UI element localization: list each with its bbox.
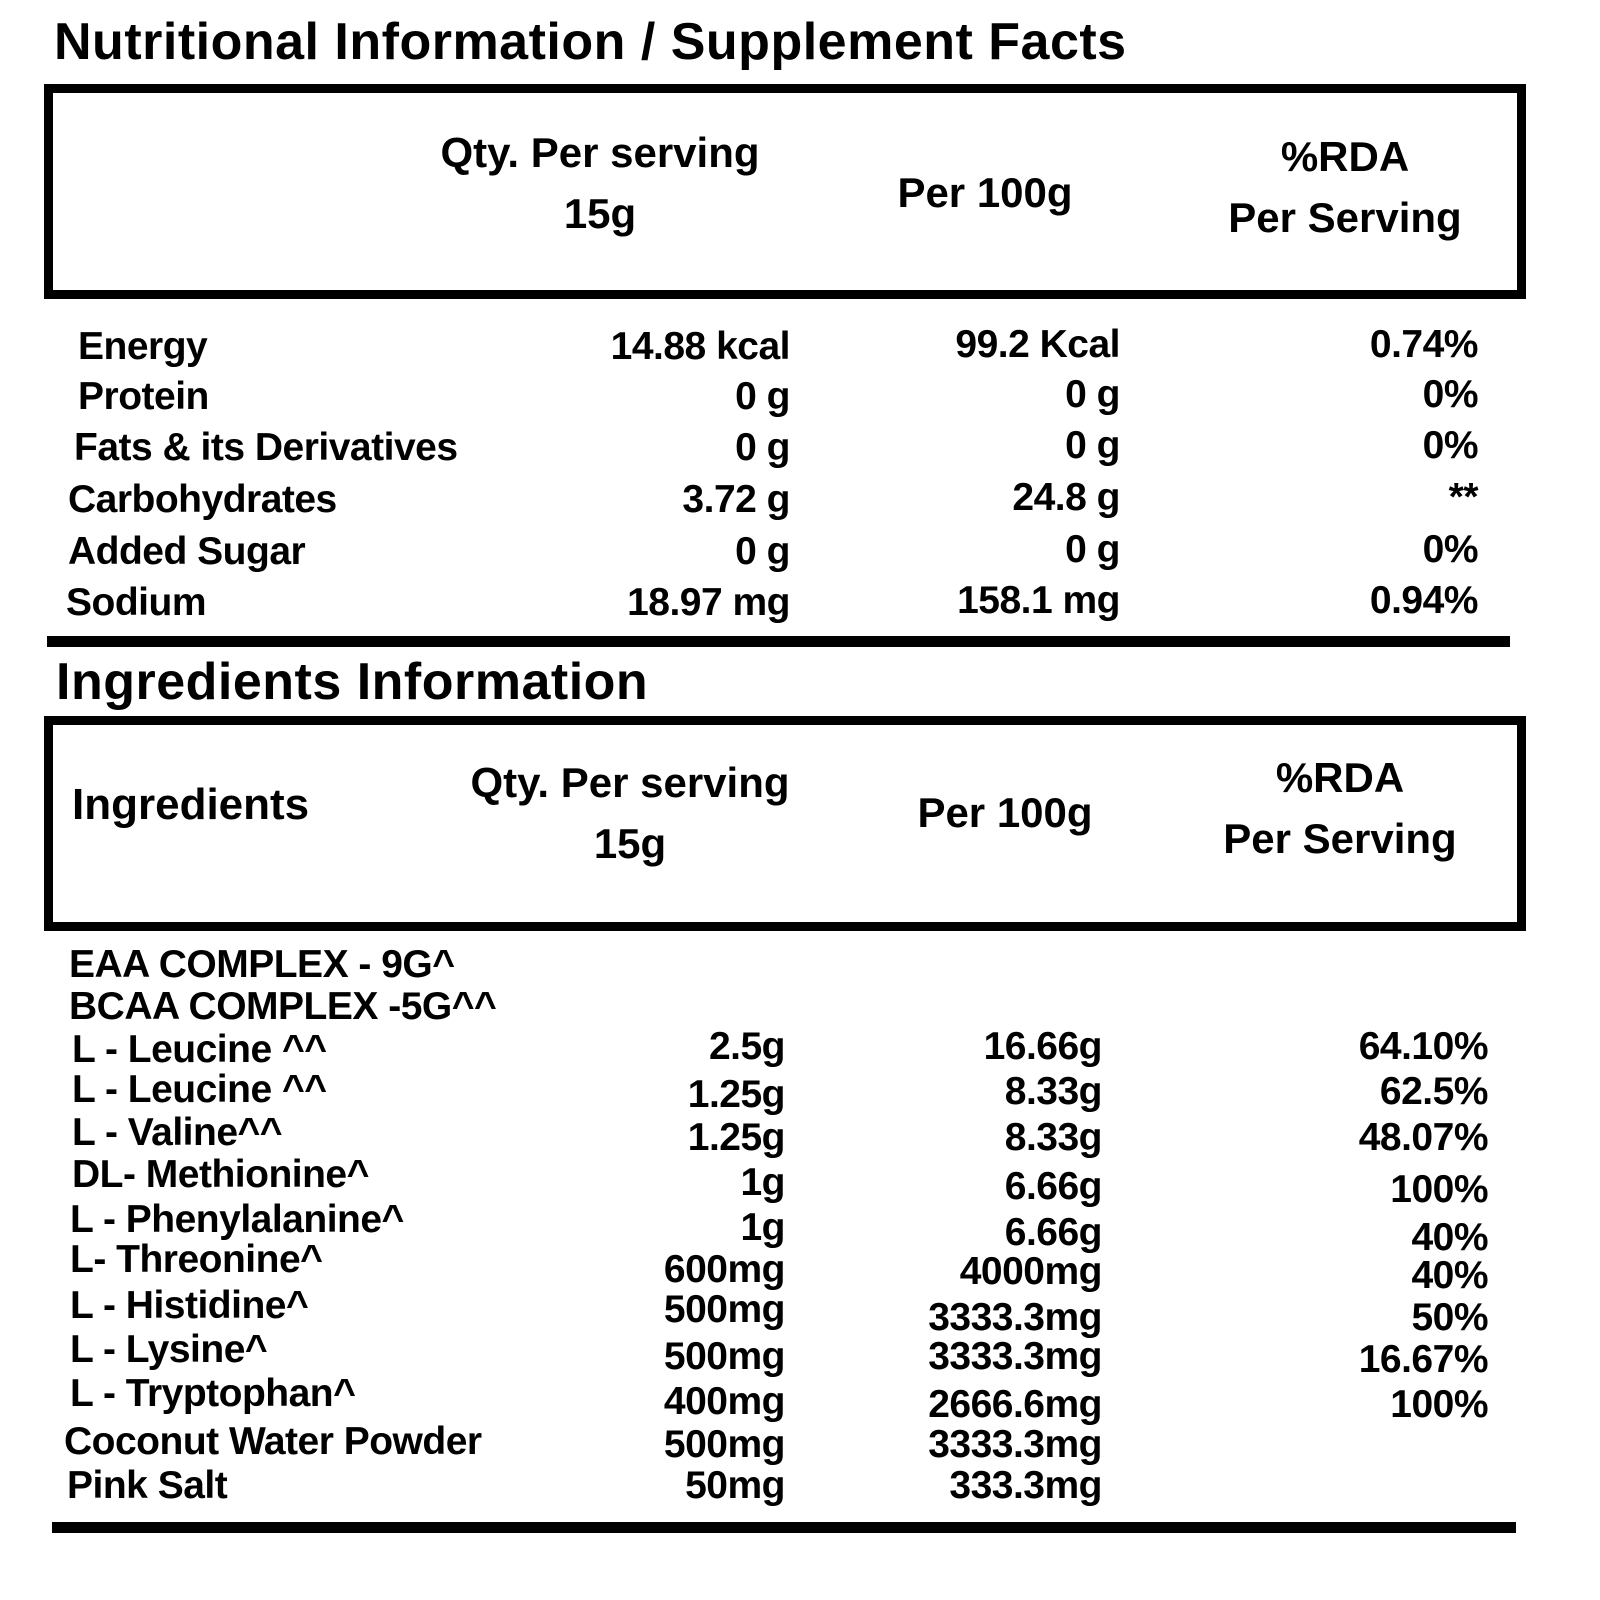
ingredients-header-box	[44, 716, 1526, 931]
ingredient-per-100g: 3333.3mg	[928, 1335, 1102, 1378]
ingredient-name: Coconut Water Powder	[64, 1420, 482, 1463]
nutrition-header-qty-label: Qty. Per serving	[440, 129, 760, 176]
ingredient-rda: 40%	[1411, 1254, 1488, 1297]
ingredient-rda: 16.67%	[1358, 1338, 1489, 1381]
ingredient-name: L - Phenylalanine^	[70, 1198, 404, 1241]
ingredient-group-heading: BCAA COMPLEX -5G^^	[69, 985, 497, 1028]
ingredient-name: L - Tryptophan^	[70, 1372, 356, 1415]
ingredients-header-rda-label: %RDA	[1275, 754, 1405, 801]
ingredient-per-100g: 8.33g	[1004, 1116, 1103, 1159]
ingredient-name: L - Histidine^	[70, 1284, 309, 1327]
nutrition-bottom-rule	[47, 636, 1510, 647]
nutrition-header-per100: Per 100g	[897, 169, 1073, 216]
ingredient-per-100g: 6.66g	[1004, 1211, 1103, 1254]
nutrition-title: Nutritional Information / Supplement Fac…	[54, 13, 1127, 71]
ingredient-rda: 48.07%	[1358, 1116, 1489, 1159]
nutrition-header-qty: Qty. Per serving 15g	[400, 123, 800, 245]
ingredient-per-serving: 2.5g	[708, 1025, 786, 1068]
ingredient-rda: 40%	[1411, 1216, 1488, 1259]
nutrition-header-qty-amount: 15g	[563, 189, 637, 237]
ingredient-per-serving: 50mg	[685, 1464, 785, 1507]
nutrition-header-rda-label: %RDA	[1280, 133, 1410, 180]
ingredient-per-serving: 1g	[740, 1161, 785, 1204]
ingredient-rda: 50%	[1411, 1296, 1488, 1339]
ingredient-group-heading: EAA COMPLEX - 9G^	[69, 943, 455, 986]
ingredients-bottom-rule	[52, 1522, 1516, 1533]
ingredient-per-serving: 400mg	[663, 1380, 786, 1423]
nutrient-name: Energy	[78, 325, 208, 368]
ingredient-per-100g: 8.33g	[1004, 1070, 1103, 1113]
ingredient-rda: 100%	[1390, 1383, 1488, 1426]
nutrient-name: Protein	[78, 375, 209, 418]
ingredient-per-100g: 3333.3mg	[928, 1296, 1102, 1339]
ingredient-name: DL- Methionine^	[72, 1153, 369, 1196]
nutrient-per-serving: 18.97 mg	[627, 581, 790, 624]
ingredient-rda: 100%	[1390, 1168, 1488, 1211]
nutrition-header-rda: %RDA Per Serving	[1190, 127, 1500, 249]
nutrient-per-serving: 0 g	[735, 426, 790, 469]
nutrient-per-100g: 0 g	[1065, 528, 1120, 571]
nutrient-per-100g: 0 g	[1065, 424, 1120, 467]
nutrient-rda: 0%	[1422, 373, 1479, 416]
nutrient-name: Sodium	[66, 581, 207, 624]
ingredient-per-serving: 600mg	[663, 1248, 786, 1291]
nutrient-rda: 0.94%	[1369, 579, 1479, 622]
nutrient-rda: 0%	[1422, 528, 1479, 571]
ingredient-per-serving: 1g	[740, 1206, 785, 1249]
nutrient-per-100g: 158.1 mg	[957, 579, 1120, 622]
nutrient-name: Added Sugar	[68, 530, 306, 573]
nutrient-per-serving: 0 g	[735, 375, 790, 418]
ingredient-per-100g: 3333.3mg	[928, 1423, 1102, 1466]
ingredient-name: Pink Salt	[67, 1464, 228, 1507]
ingredients-header-qty-label: Qty. Per serving	[470, 759, 790, 806]
ingredient-name: L - Leucine ^^	[72, 1068, 327, 1111]
ingredients-header-qty: Qty. Per serving 15g	[430, 753, 830, 875]
nutrition-header-rda-per-serving: Per Serving	[1228, 193, 1462, 241]
ingredients-header-name: Ingredients	[72, 780, 310, 829]
ingredients-header-rda-per-serving: Per Serving	[1223, 814, 1457, 862]
ingredient-rda: 64.10%	[1358, 1025, 1489, 1068]
ingredient-per-serving: 500mg	[663, 1335, 786, 1378]
ingredient-per-100g: 333.3mg	[949, 1464, 1102, 1507]
nutrient-per-100g: 99.2 Kcal	[955, 323, 1120, 366]
ingredient-per-serving: 500mg	[663, 1288, 786, 1331]
nutrient-rda: 0%	[1422, 424, 1479, 467]
ingredient-name: L- Threonine^	[70, 1238, 323, 1281]
nutrient-per-100g: 24.8 g	[1012, 476, 1120, 519]
ingredient-per-100g: 4000mg	[959, 1250, 1103, 1293]
ingredient-rda: 62.5%	[1379, 1070, 1489, 1113]
ingredients-header-per100: Per 100g	[917, 789, 1093, 836]
ingredient-per-100g: 6.66g	[1004, 1165, 1103, 1208]
ingredient-per-serving: 500mg	[663, 1423, 786, 1466]
nutrient-per-serving: 0 g	[735, 530, 790, 573]
nutrient-rda: **	[1448, 476, 1479, 519]
nutrition-header-box	[44, 84, 1526, 299]
nutrient-per-serving: 3.72 g	[682, 478, 790, 521]
ingredient-per-100g: 16.66g	[983, 1025, 1103, 1068]
nutrient-per-100g: 0 g	[1065, 373, 1120, 416]
ingredients-title: Ingredients Information	[56, 653, 649, 711]
ingredient-per-serving: 1.25g	[687, 1073, 786, 1116]
nutrient-per-serving: 14.88 kcal	[610, 325, 791, 368]
ingredient-name: L - Valine^^	[72, 1111, 283, 1154]
nutrient-name: Carbohydrates	[68, 478, 337, 521]
ingredients-header-rda: %RDA Per Serving	[1185, 748, 1495, 870]
nutrient-rda: 0.74%	[1369, 323, 1479, 366]
ingredient-per-100g: 2666.6mg	[928, 1383, 1102, 1426]
nutrient-name: Fats & its Derivatives	[74, 426, 458, 469]
ingredient-name: L - Leucine ^^	[72, 1028, 327, 1071]
ingredient-name: L - Lysine^	[70, 1328, 268, 1371]
ingredient-per-serving: 1.25g	[687, 1116, 786, 1159]
ingredients-header-qty-amount: 15g	[593, 819, 667, 867]
